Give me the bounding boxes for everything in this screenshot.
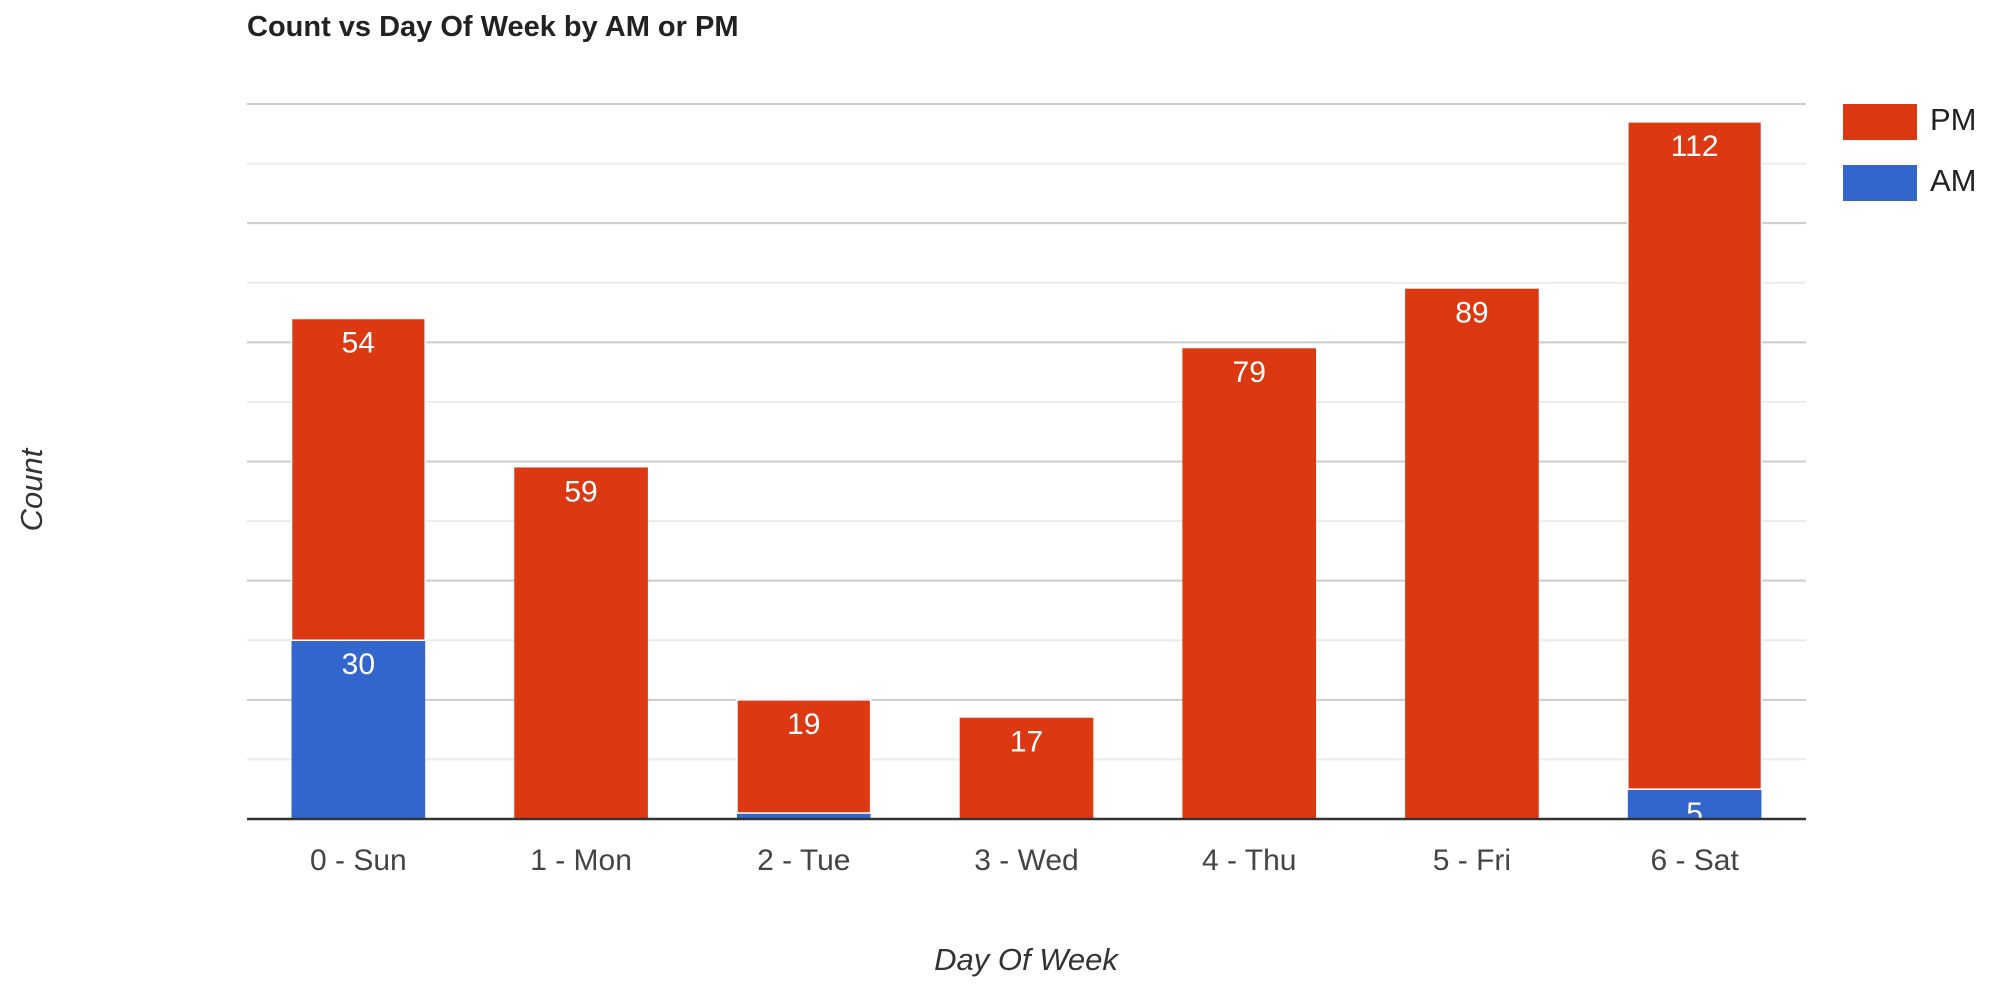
x-tick-label: 3 - Wed (974, 844, 1079, 877)
x-tick-label: 5 - Fri (1433, 844, 1511, 877)
x-tick-label: 2 - Tue (757, 844, 850, 877)
data-label: 17 (1010, 726, 1043, 759)
bar-segment (1405, 288, 1539, 819)
bar-segment (736, 699, 872, 814)
y-axis-title: Count (14, 447, 49, 531)
legend-swatch (1843, 165, 1917, 201)
legend-label: PM (1930, 102, 1977, 137)
data-label: 59 (564, 475, 597, 508)
bar-segment (1627, 121, 1763, 790)
legend-swatch (1843, 104, 1917, 140)
bar-segment (290, 317, 426, 641)
x-tick-label: 4 - Thu (1202, 844, 1297, 877)
x-axis-title: Day Of Week (934, 942, 1119, 977)
chart-title: Count vs Day Of Week by AM or PM (247, 11, 738, 43)
legend: PM AM (1843, 102, 1977, 201)
data-label: 30 (342, 648, 375, 681)
data-label: 79 (1233, 356, 1266, 389)
data-label: 89 (1455, 297, 1488, 330)
grid (247, 103, 1806, 761)
bar-segment (959, 717, 1094, 819)
bar-segment (736, 813, 871, 819)
data-label: 19 (787, 708, 820, 741)
data-label: 112 (1671, 130, 1719, 163)
x-tick-label: 6 - Sat (1650, 844, 1739, 877)
bar-segment (514, 467, 648, 819)
bars: 30 54 59 19 17 79 89 5 112 (290, 121, 1763, 830)
data-label: 54 (342, 326, 375, 359)
bar-segment (291, 640, 426, 819)
x-tick-label: 1 - Mon (530, 844, 632, 877)
data-label: 5 (1686, 797, 1703, 830)
x-tick-label: 0 - Sun (310, 844, 407, 877)
legend-label: AM (1930, 163, 1977, 198)
bar-segment (1627, 789, 1762, 819)
bar-segment (1182, 348, 1317, 819)
